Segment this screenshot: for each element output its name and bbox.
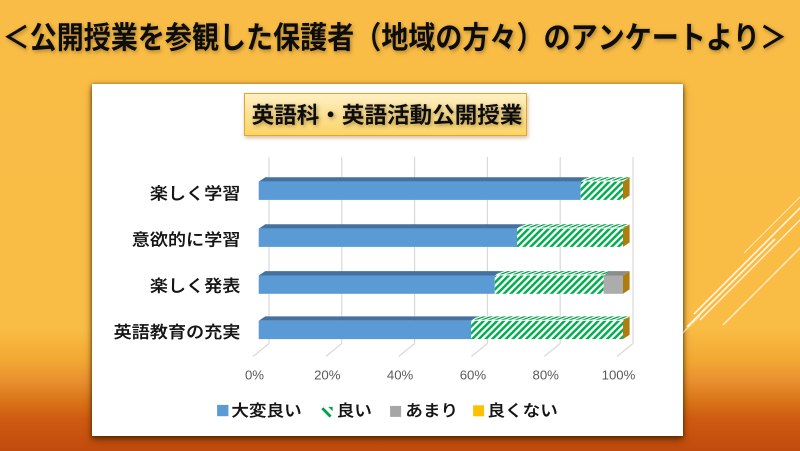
svg-text:20%: 20%: [314, 367, 341, 382]
svg-text:0%: 0%: [245, 367, 264, 382]
svg-text:60%: 60%: [460, 367, 487, 382]
svg-text:100%: 100%: [602, 367, 636, 382]
svg-text:80%: 80%: [532, 367, 559, 382]
svg-text:40%: 40%: [387, 367, 414, 382]
